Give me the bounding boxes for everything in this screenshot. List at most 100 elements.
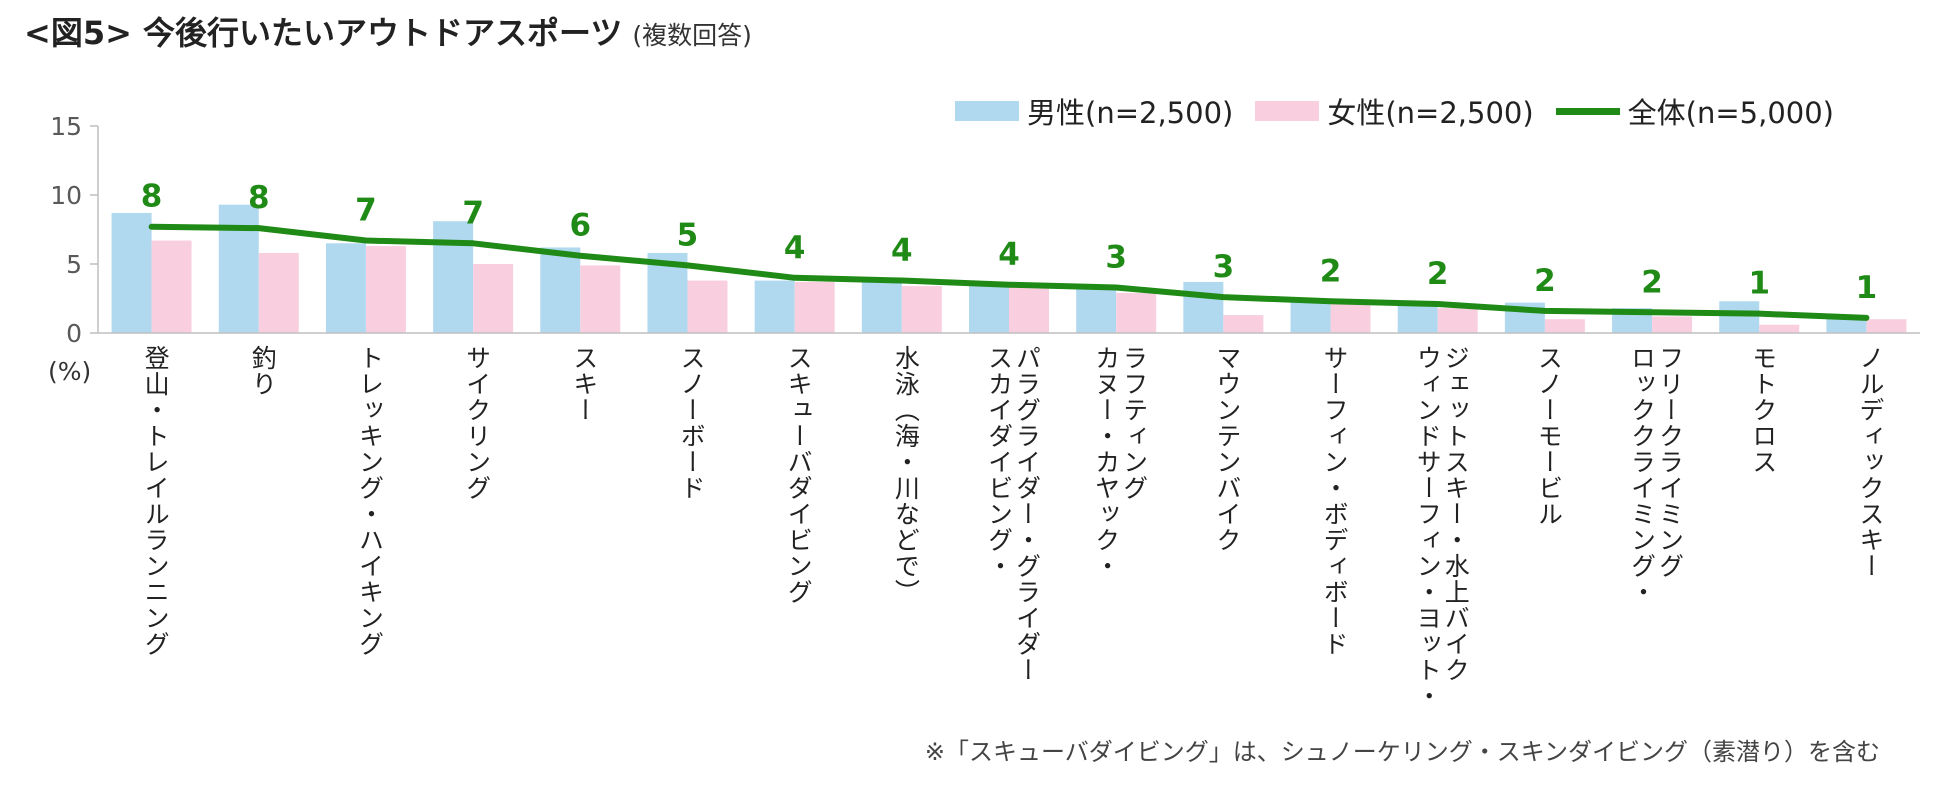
legend-line-total <box>1555 107 1620 115</box>
footnote: ※「スキューバダイビング」は、シュノーケリング・スキンダイビング（素潜り）を含む <box>924 738 1880 766</box>
bar-female <box>1759 324 1800 333</box>
x-tick-label: 登山・トレイルランニング <box>141 345 170 657</box>
legend-label-male: 男性(n=2,500) <box>1027 96 1234 130</box>
x-tick-label: 釣り <box>248 345 277 397</box>
x-tick-label: サイクリング <box>463 345 492 501</box>
data-label: 6 <box>570 208 592 244</box>
x-tick-label: サーフィン・ボディボード <box>1320 345 1349 657</box>
x-tick-label: スノーボード <box>677 345 706 501</box>
x-tick-label: マウンテンバイク <box>1213 345 1242 553</box>
bar-female <box>1866 319 1907 333</box>
x-tick-label: ロッククライミング・ フリークライミング <box>1628 345 1685 605</box>
x-tick-label-line: トレッキング・ハイキング <box>355 345 384 657</box>
bar-female <box>151 240 192 333</box>
bar-female <box>687 280 728 333</box>
bar-male <box>861 280 902 333</box>
bar-male <box>754 280 795 333</box>
x-tick-label-line: ジェットスキー・水上バイク <box>1441 345 1470 683</box>
bar-female <box>1544 319 1585 333</box>
x-tick-label-line: ウィンドサーフィン・ヨット・ <box>1413 345 1442 709</box>
x-tick-label-line: スカイダイビング・ <box>985 345 1014 579</box>
bar-male <box>1826 317 1867 333</box>
bar-male <box>1183 281 1224 333</box>
data-label: 1 <box>1748 266 1770 302</box>
data-label: 4 <box>998 237 1020 273</box>
x-tick-label-line: 釣り <box>248 345 277 397</box>
bar-female <box>1223 315 1264 333</box>
x-tick-label-line: 水泳（海・川などで） <box>891 345 920 605</box>
data-label: 2 <box>1641 264 1663 300</box>
chart-title-main: <図5> 今後行いたいアウトドアスポーツ <box>24 14 623 52</box>
bar-female <box>1652 316 1693 333</box>
data-label: 1 <box>1856 270 1878 306</box>
chart-title: <図5> 今後行いたいアウトドアスポーツ (複数回答) <box>24 8 752 64</box>
x-tick-label: ノルディックスキー <box>1856 345 1885 579</box>
data-label: 5 <box>677 217 699 253</box>
bar-female <box>1330 302 1371 333</box>
data-label: 2 <box>1427 256 1449 292</box>
bar-female <box>794 281 835 333</box>
data-label: 3 <box>1105 239 1127 275</box>
legend-item-female: 女性(n=2,500) <box>1255 90 1534 132</box>
data-label: 2 <box>1534 263 1556 299</box>
bar-male <box>540 247 581 333</box>
x-tick-label-line: ロッククライミング・ <box>1628 345 1657 605</box>
bar-female <box>1116 292 1157 333</box>
x-tick-label: トレッキング・ハイキング <box>355 345 384 657</box>
bar-male <box>1290 299 1331 333</box>
x-tick-label-line: スノーボード <box>677 345 706 501</box>
bar-male <box>1719 301 1760 333</box>
legend-label-female: 女性(n=2,500) <box>1327 96 1534 130</box>
bar-male <box>111 212 152 333</box>
bar-female <box>473 264 514 333</box>
bar-female <box>1009 287 1049 333</box>
data-label: 2 <box>1320 253 1342 289</box>
y-axis-unit: (%) <box>48 357 91 386</box>
legend-item-male: 男性(n=2,500) <box>955 90 1233 132</box>
bar-female <box>365 246 406 333</box>
legend: 男性(n=2,500) 女性(n=2,500) 全体(n=5,000) <box>955 90 1856 132</box>
x-tick-label-line: モトクロス <box>1749 345 1778 475</box>
x-tick-label-line: カヌー・カヤック・ <box>1092 345 1121 579</box>
y-tick-label: 10 <box>50 181 82 210</box>
line-total <box>148 223 1870 321</box>
data-label: 4 <box>784 230 806 266</box>
x-tick-label-line: ノルディックスキー <box>1856 345 1885 579</box>
data-label: 7 <box>462 195 484 231</box>
data-label: 8 <box>248 180 270 216</box>
x-tick-label: カヌー・カヤック・ ラフティング <box>1092 345 1149 579</box>
bar-male <box>969 284 1009 333</box>
x-tick-label-line: スキューバダイビング <box>784 345 813 605</box>
bar-female <box>580 265 621 333</box>
bar-female <box>901 286 942 333</box>
bar-male <box>433 221 474 333</box>
x-tick-label: 水泳（海・川などで） <box>891 345 920 605</box>
y-tick-label: 15 <box>50 112 82 141</box>
data-label: 4 <box>891 233 913 269</box>
bar-male <box>325 243 366 333</box>
x-tick-label-line: 登山・トレイルランニング <box>141 345 170 657</box>
bar-female <box>258 252 299 333</box>
bar-male <box>218 204 259 333</box>
x-tick-label: モトクロス <box>1749 345 1778 475</box>
legend-swatch-female <box>1255 101 1320 121</box>
x-tick-label: スノーモービル <box>1534 345 1563 527</box>
chart-title-sub: (複数回答) <box>632 21 752 50</box>
legend-swatch-male <box>955 101 1019 121</box>
x-tick-label: スキューバダイビング <box>784 345 813 605</box>
x-tick-label-line: マウンテンバイク <box>1213 345 1242 553</box>
y-tick-label: 5 <box>66 250 82 279</box>
x-tick-label-line: フリークライミング <box>1656 345 1685 579</box>
data-label: 3 <box>1213 249 1235 285</box>
x-tick-label-line: サーフィン・ボディボード <box>1320 345 1349 657</box>
x-tick-label: ウィンドサーフィン・ヨット・ ジェットスキー・水上バイク <box>1413 345 1470 709</box>
legend-item-total: 全体(n=5,000) <box>1555 90 1834 132</box>
y-tick-label: 0 <box>66 319 82 348</box>
legend-label-total: 全体(n=5,000) <box>1627 96 1834 130</box>
x-tick-label: スキー <box>570 345 599 423</box>
bar-male <box>1076 284 1117 333</box>
bar-female <box>1437 308 1478 333</box>
x-tick-label-line: パラグライダー・グライダー <box>1013 345 1042 683</box>
data-label: 8 <box>141 179 163 215</box>
